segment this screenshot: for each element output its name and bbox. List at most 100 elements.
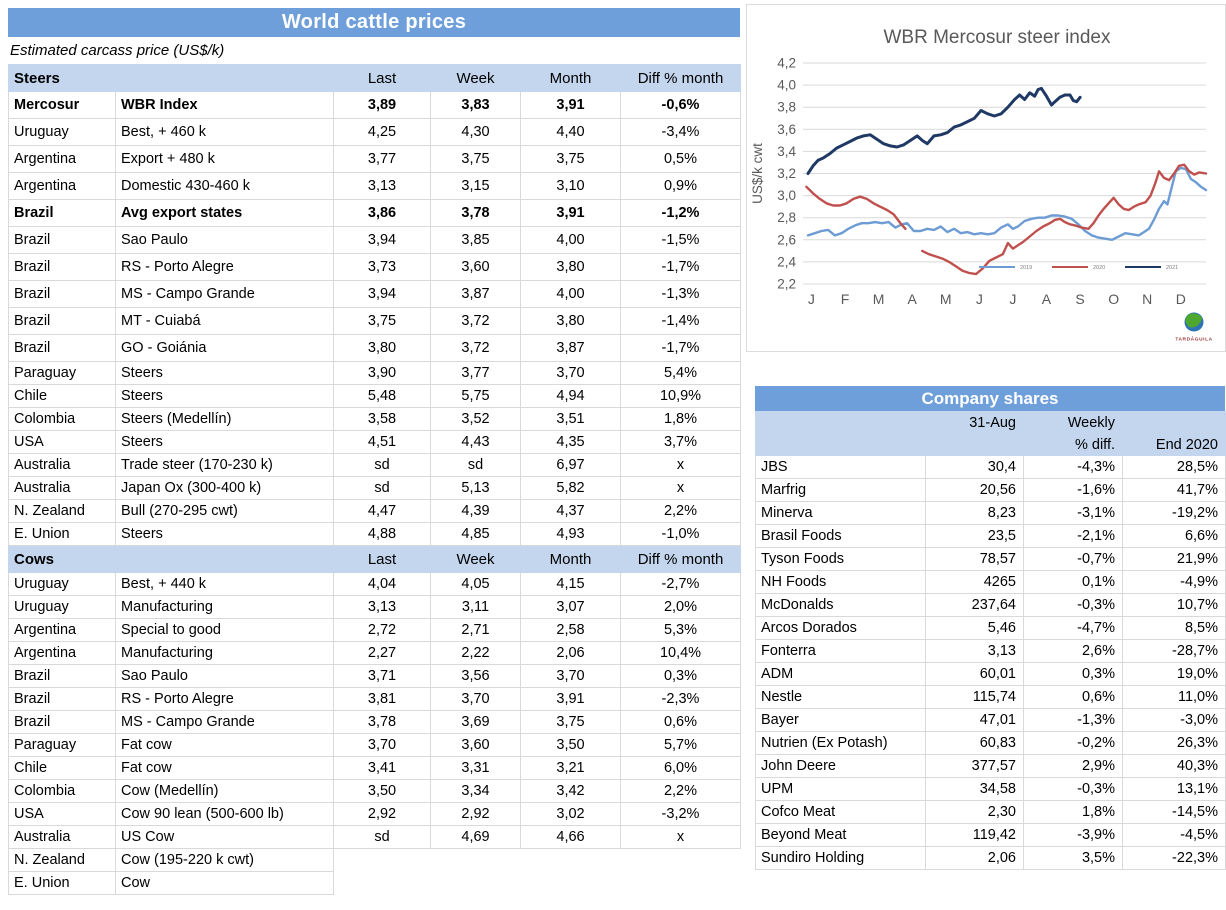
share-value-cell: 6,6% — [1122, 524, 1226, 548]
value-cell: -0,6% — [620, 91, 741, 119]
share-value-cell: 34,58 — [925, 777, 1024, 801]
company-name-cell: Brasil Foods — [755, 524, 926, 548]
x-tick-label: J — [808, 291, 815, 307]
share-value-cell: -4,5% — [1122, 823, 1226, 847]
price-row: Brazil MS - Campo Grande 3,94 3,87 4,00 -1,3% — [8, 280, 741, 308]
column-header: Diff % month — [620, 64, 741, 92]
share-value-cell: 1,8% — [1023, 800, 1123, 824]
y-tick-label: 4,2 — [777, 56, 796, 71]
share-row: Nestle 115,74 0,6% 11,0% — [755, 685, 1226, 709]
share-value-cell: 60,83 — [925, 731, 1024, 755]
share-row: Fonterra 3,13 2,6% -28,7% — [755, 639, 1226, 663]
share-value-cell: -22,3% — [1122, 846, 1226, 870]
share-value-cell: -4,9% — [1122, 570, 1226, 594]
share-value-cell: 2,9% — [1023, 754, 1123, 778]
series-2019 — [806, 166, 1208, 242]
x-tick-label: F — [841, 291, 850, 307]
y-tick-label: 4,0 — [777, 78, 796, 93]
value-cell: 3,90 — [333, 361, 431, 385]
value-cell: 6,97 — [520, 453, 621, 477]
value-cell: 3,81 — [333, 687, 431, 711]
share-value-cell: 4265 — [925, 570, 1024, 594]
share-value-cell: -0,3% — [1023, 777, 1123, 801]
price-row: E. Union Cow — [8, 871, 741, 895]
company-shares-panel: Company shares 31-Aug Weekly % diff. End… — [755, 386, 1226, 870]
column-header: Week — [430, 64, 521, 92]
description-cell: Steers — [115, 361, 334, 385]
description-cell: Best, + 440 k — [115, 572, 334, 596]
cattle-prices-table: Steers Last Week Month Diff % month Mercosur W… — [8, 64, 741, 895]
share-value-cell: 11,0% — [1122, 685, 1226, 709]
header-spacer — [1122, 411, 1226, 434]
value-cell: sd — [333, 476, 431, 500]
country-cell: Brazil — [8, 710, 116, 734]
value-cell: 3,07 — [520, 595, 621, 619]
description-cell: Cow 90 lean (500-600 lb) — [115, 802, 334, 826]
description-cell: Fat cow — [115, 756, 334, 780]
value-cell: 3,87 — [520, 334, 621, 362]
value-cell: 4,43 — [430, 430, 521, 454]
country-cell: Paraguay — [8, 733, 116, 757]
value-cell: 2,0% — [620, 595, 741, 619]
share-value-cell: -2,1% — [1023, 524, 1123, 548]
value-cell: -1,7% — [620, 253, 741, 281]
share-value-cell: -0,7% — [1023, 547, 1123, 571]
country-cell: Uruguay — [8, 118, 116, 146]
price-row: N. Zealand Bull (270-295 cwt) 4,47 4,39 4,37… — [8, 499, 741, 523]
description-cell: MT - Cuiabá — [115, 307, 334, 335]
country-cell: Paraguay — [8, 361, 116, 385]
share-row: Brasil Foods 23,5 -2,1% 6,6% — [755, 524, 1226, 548]
country-cell: Brazil — [8, 307, 116, 335]
description-cell: Best, + 460 k — [115, 118, 334, 146]
value-cell: 3,13 — [333, 595, 431, 619]
country-cell: Chile — [8, 384, 116, 408]
share-value-cell: 28,5% — [1122, 455, 1226, 479]
country-cell: E. Union — [8, 871, 116, 895]
price-row: Australia US Cow sd 4,69 4,66 x — [8, 825, 741, 849]
description-cell: Bull (270-295 cwt) — [115, 499, 334, 523]
value-cell: 2,58 — [520, 618, 621, 642]
value-cell: 3,50 — [333, 779, 431, 803]
share-row: John Deere 377,57 2,9% 40,3% — [755, 754, 1226, 778]
value-cell: 0,9% — [620, 172, 741, 200]
country-cell: Brazil — [8, 253, 116, 281]
value-cell: 3,51 — [520, 407, 621, 431]
country-cell: E. Union — [8, 522, 116, 546]
description-cell: WBR Index — [115, 91, 334, 119]
value-cell: 3,72 — [430, 307, 521, 335]
share-value-cell: 3,5% — [1023, 846, 1123, 870]
value-cell: 5,48 — [333, 384, 431, 408]
country-cell: Argentina — [8, 145, 116, 173]
value-cell: 4,05 — [430, 572, 521, 596]
price-row: Brazil MT - Cuiabá 3,75 3,72 3,80 -1,4% — [8, 307, 741, 335]
value-cell: 4,39 — [430, 499, 521, 523]
value-cell: 3,50 — [520, 733, 621, 757]
description-cell: Steers — [115, 384, 334, 408]
company-name-cell: John Deere — [755, 754, 926, 778]
share-value-cell: 237,64 — [925, 593, 1024, 617]
price-row: Paraguay Steers 3,90 3,77 3,70 5,4% — [8, 361, 741, 385]
value-cell: 4,37 — [520, 499, 621, 523]
value-cell: 3,78 — [333, 710, 431, 734]
price-row: Brazil Sao Paulo 3,94 3,85 4,00 -1,5% — [8, 226, 741, 254]
company-name-cell: Arcos Dorados — [755, 616, 926, 640]
description-cell: Cow (Medellín) — [115, 779, 334, 803]
section-header-steers: Steers Last Week Month Diff % month — [8, 64, 741, 92]
value-cell: 3,60 — [430, 733, 521, 757]
company-name-cell: Bayer — [755, 708, 926, 732]
value-cell: 3,72 — [430, 334, 521, 362]
share-value-cell: 40,3% — [1122, 754, 1226, 778]
value-cell: 3,75 — [520, 710, 621, 734]
column-header: Last — [333, 64, 431, 92]
header-spacer — [925, 433, 1024, 456]
value-cell: 4,25 — [333, 118, 431, 146]
company-name-cell: Tyson Foods — [755, 547, 926, 571]
value-cell: 4,94 — [520, 384, 621, 408]
x-tick-label: M — [873, 291, 885, 307]
value-cell: 3,83 — [430, 91, 521, 119]
value-cell: -3,2% — [620, 802, 741, 826]
value-cell: 2,92 — [430, 802, 521, 826]
value-cell: 0,3% — [620, 664, 741, 688]
x-tick-label: D — [1176, 291, 1186, 307]
share-row: Arcos Dorados 5,46 -4,7% 8,5% — [755, 616, 1226, 640]
